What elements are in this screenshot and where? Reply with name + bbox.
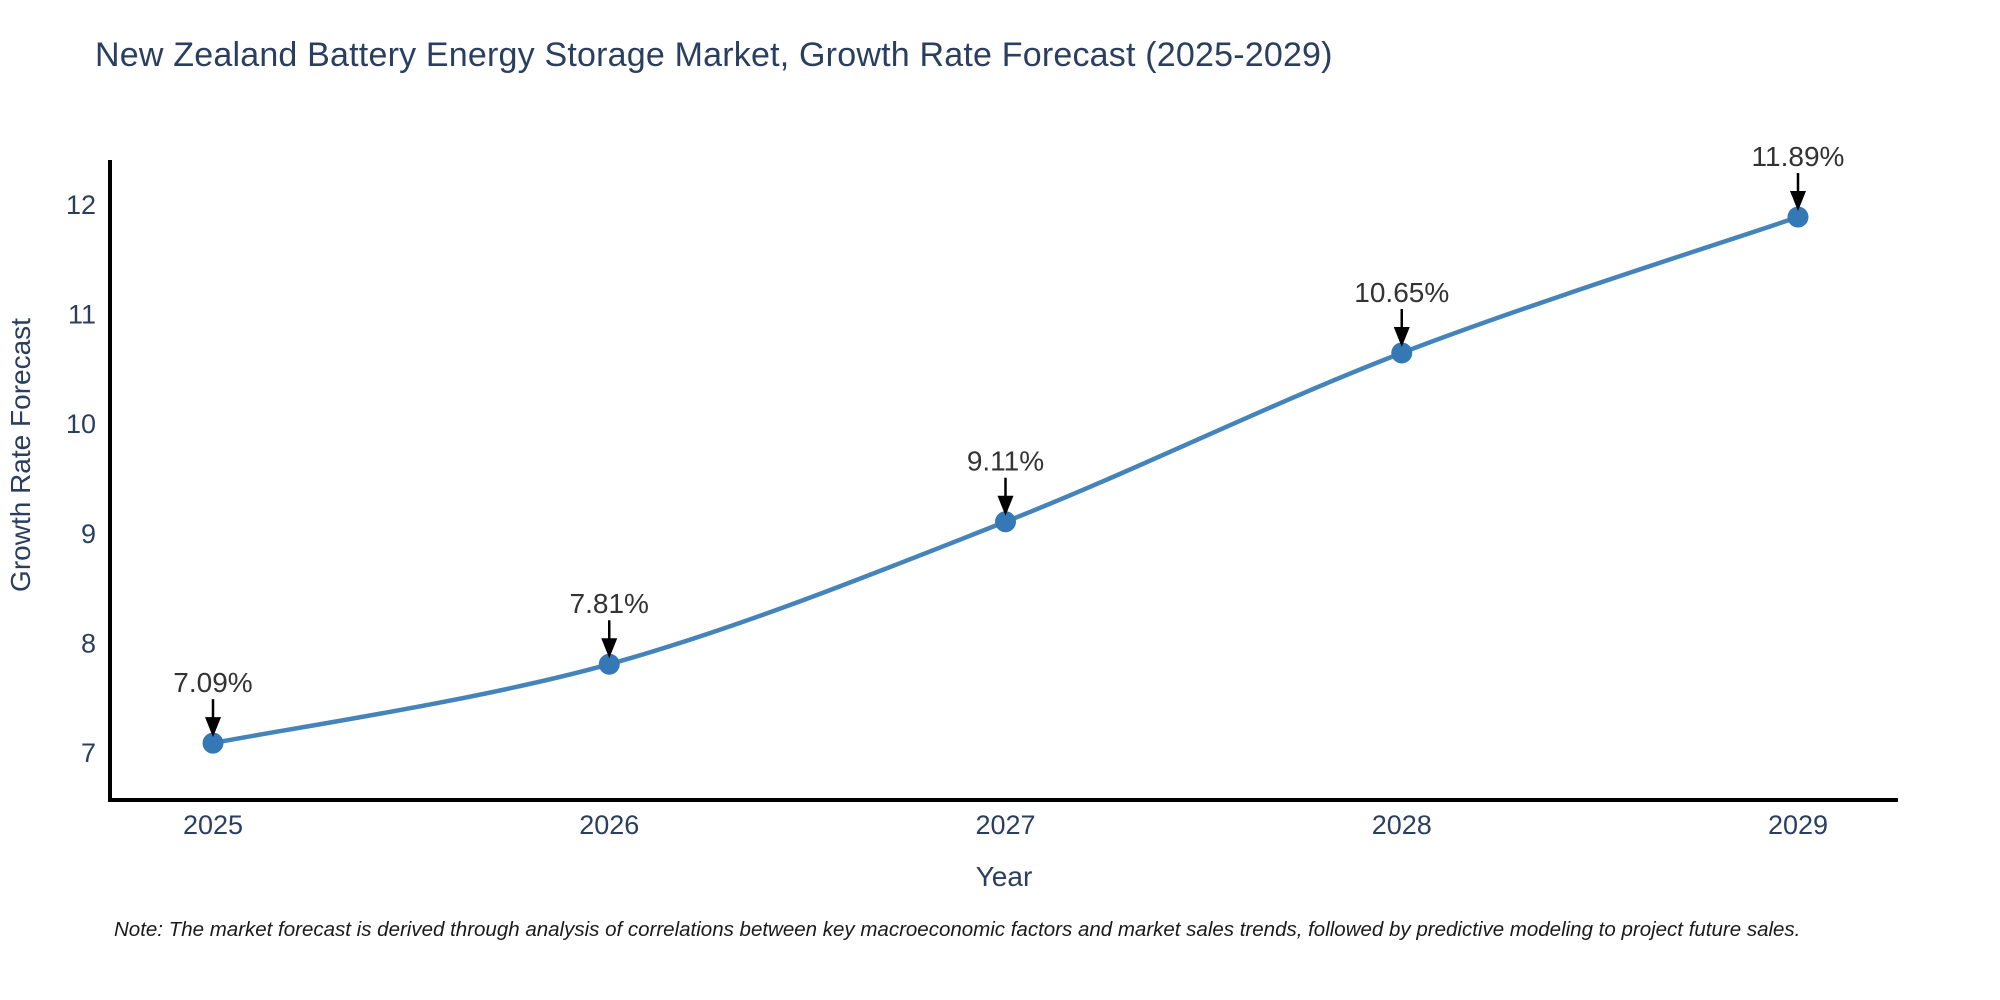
point-annotation-label: 11.89%	[1752, 141, 1845, 172]
annotation-arrowhead	[1393, 326, 1410, 347]
point-annotation-label: 10.65%	[1354, 277, 1449, 308]
x-tick-label: 2025	[183, 810, 243, 840]
point-annotation-label: 9.11%	[967, 446, 1044, 477]
y-tick-label: 9	[81, 519, 96, 549]
data-point	[598, 653, 620, 675]
annotation-arrowhead	[205, 717, 221, 738]
x-tick-label: 2028	[1372, 810, 1432, 840]
data-point	[1391, 342, 1413, 364]
point-annotation-label: 7.09%	[173, 667, 252, 698]
data-point	[202, 732, 224, 754]
x-tick-label: 2026	[579, 810, 639, 840]
y-tick-label: 8	[81, 628, 96, 658]
annotation-arrowhead	[997, 495, 1014, 516]
y-tick-label: 11	[68, 300, 96, 330]
x-axis-title: Year	[976, 861, 1033, 892]
y-tick-label: 7	[81, 738, 96, 768]
x-tick-label: 2027	[975, 810, 1035, 840]
y-axis-title: Growth Rate Forecast	[5, 318, 36, 592]
y-tick-label: 12	[66, 190, 96, 220]
y-tick-label: 10	[66, 409, 96, 439]
data-point	[995, 511, 1016, 533]
point-annotation-label: 7.81%	[570, 588, 649, 619]
annotation-arrowhead	[1790, 191, 1806, 212]
chart-title: New Zealand Battery Energy Storage Marke…	[95, 36, 1333, 74]
footnote-text: Note: The market forecast is derived thr…	[114, 918, 1801, 941]
annotation-arrowhead	[601, 638, 618, 659]
data-point	[1787, 206, 1809, 228]
x-tick-label: 2029	[1768, 810, 1828, 840]
